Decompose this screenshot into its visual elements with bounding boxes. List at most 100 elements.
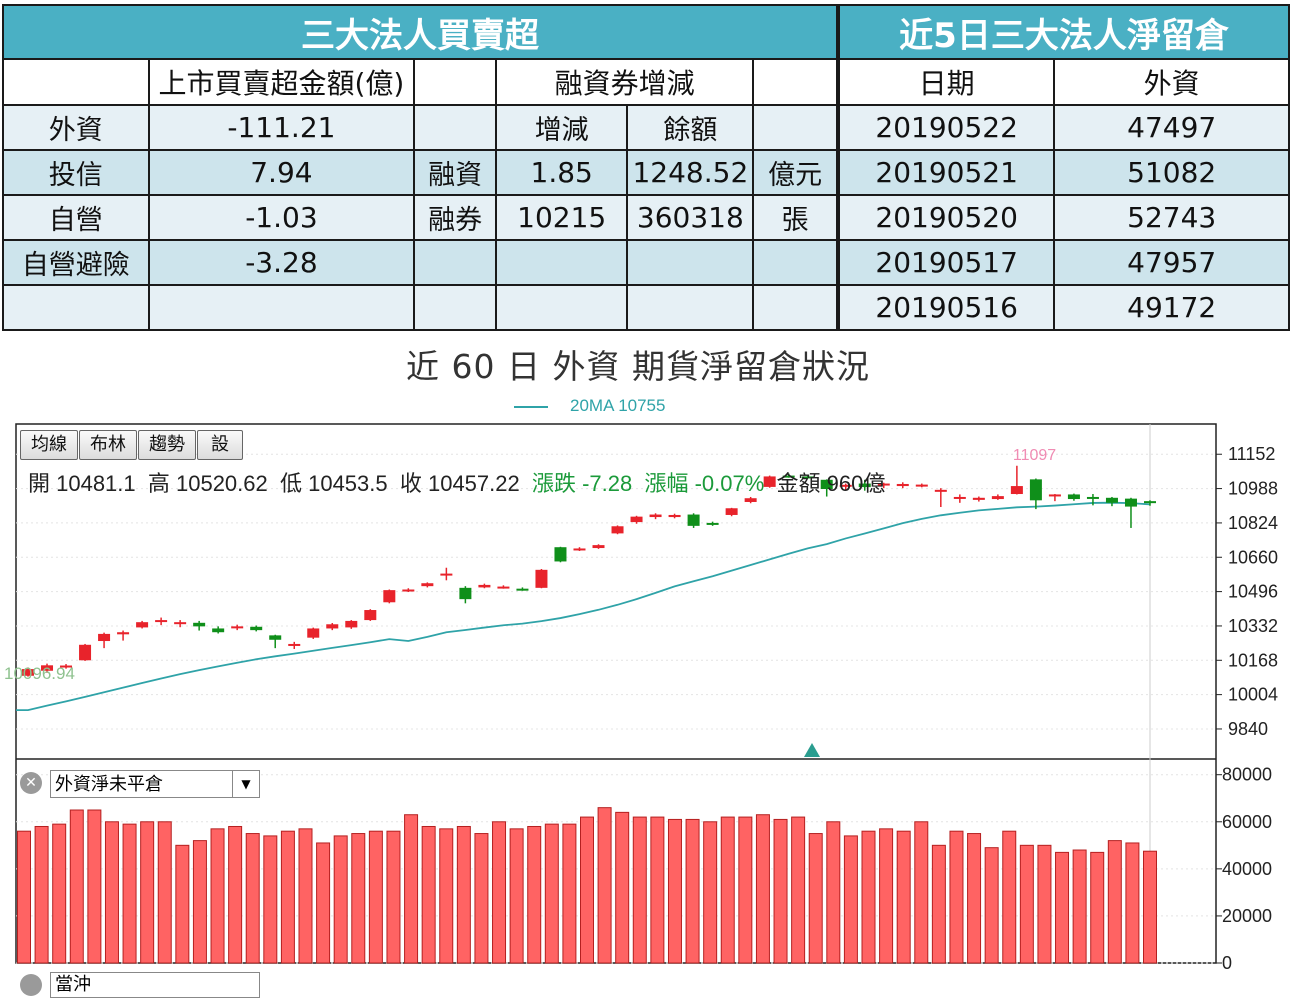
right-table-title: 近5日三大法人淨留倉 [838, 4, 1290, 60]
ohlc-readout: 開 10481.1 高 10520.62 低 10453.5 收 10457.2… [28, 466, 885, 498]
candle-body [820, 479, 833, 489]
date-cell: 20190522 [837, 104, 1056, 151]
foreign-cell: 47497 [1053, 104, 1290, 151]
bar [456, 825, 471, 964]
candle-body [915, 484, 928, 487]
bar [228, 825, 243, 964]
margin-change: 10215 [494, 194, 629, 241]
amount-header: 上市買賣超金額(億) [147, 58, 416, 106]
date-header: 日期 [837, 58, 1056, 106]
chevron-down-icon: ▼ [232, 771, 259, 797]
candle-body [212, 628, 225, 633]
foreign-header: 外資 [1053, 58, 1290, 106]
high-value: 高 10520.62 [147, 471, 268, 496]
bar [755, 814, 770, 964]
candle-body [801, 476, 814, 479]
net-open-interest-table: 近5日三大法人淨留倉 日期 外資 20190522 47497 20190521 5… [837, 4, 1290, 331]
bar [632, 816, 647, 964]
candle-body [326, 624, 339, 629]
candle-body [98, 633, 111, 642]
bar [896, 830, 911, 964]
bar [52, 823, 67, 964]
margin-type: 融券 [413, 194, 497, 241]
bar [140, 821, 155, 964]
candle-body [193, 622, 206, 627]
row-name: 自營 [2, 194, 150, 241]
candle-body [1086, 496, 1099, 499]
candle-body [440, 573, 453, 576]
foreign-cell: 51082 [1053, 149, 1290, 196]
bollinger-button[interactable]: 布林 [79, 430, 137, 460]
candle-body [459, 587, 472, 600]
candle-body [421, 583, 434, 587]
candle-body [1029, 479, 1042, 501]
bar [1055, 851, 1070, 964]
bar [492, 821, 507, 964]
candle-body [706, 522, 719, 525]
ma20-line [16, 501, 1151, 712]
bar [421, 825, 436, 964]
bar [791, 816, 806, 964]
candle-body [1048, 494, 1061, 497]
bar [685, 818, 700, 964]
candle-body [592, 545, 605, 549]
bar [1019, 844, 1034, 964]
margin-balance: 360318 [626, 194, 755, 241]
candle-body [744, 498, 757, 502]
bar [368, 830, 383, 964]
k-tick-label: 10332 [1228, 616, 1278, 636]
empty-cell [413, 104, 497, 151]
candle-body [402, 589, 415, 592]
blank-header [2, 58, 150, 106]
bar [843, 835, 858, 964]
date-cell: 20190517 [837, 239, 1056, 286]
bar [509, 828, 524, 964]
candle-body [573, 548, 586, 551]
settings-button[interactable]: 設 [197, 430, 243, 460]
empty-cell [494, 284, 629, 331]
candle-body [991, 496, 1004, 500]
bar-tick-label: 0 [1222, 953, 1232, 973]
row-amount: 7.94 [147, 149, 416, 196]
candle-body [269, 635, 282, 640]
close-indicator-icon[interactable]: ✕ [20, 772, 42, 794]
margin-unit: 張 [752, 194, 838, 241]
indicator-select[interactable]: 外資淨未平倉 ▼ [50, 770, 260, 798]
bar [280, 830, 295, 964]
candle-body [383, 590, 396, 603]
k-tick-label: 10824 [1228, 513, 1278, 533]
pct-value: 漲幅 -0.07% [644, 471, 765, 496]
bar [544, 823, 559, 964]
candle-body [649, 514, 662, 518]
candle-body [345, 620, 358, 628]
bar [1090, 851, 1105, 964]
ma-button[interactable]: 均線 [20, 430, 78, 460]
close-indicator2-icon[interactable] [20, 974, 42, 996]
bar [192, 840, 207, 964]
k-tick-label: 10004 [1228, 685, 1278, 705]
row-amount: -3.28 [147, 239, 416, 286]
bar [1002, 830, 1017, 964]
max-label: 11097 [1013, 447, 1056, 464]
bar [879, 828, 894, 964]
bar [738, 816, 753, 964]
trend-button[interactable]: 趨勢 [138, 430, 196, 460]
margin-type: 融資 [413, 149, 497, 196]
bar [404, 814, 419, 964]
candle-body [611, 526, 624, 534]
indicator2-select[interactable]: 當沖 [50, 972, 260, 998]
empty-cell [626, 284, 755, 331]
candle-body [630, 516, 643, 523]
bar [1143, 850, 1157, 964]
legend-label: 20MA 10755 [570, 396, 666, 415]
bar-tick-label: 20000 [1222, 906, 1272, 926]
k-tick-label: 9840 [1228, 719, 1268, 739]
bar [316, 842, 331, 964]
k-tick-label: 10496 [1228, 582, 1278, 602]
candle-body [934, 489, 947, 492]
candle-body [1067, 494, 1080, 500]
institutional-trading-table: 三大法人買賣超 上市買賣超金額(億) 融資券增減 外資 -111.21 增減 餘… [2, 4, 838, 331]
candle-body [1144, 501, 1156, 504]
candle-body [136, 622, 149, 628]
open-value: 開 10481.1 [28, 471, 136, 496]
